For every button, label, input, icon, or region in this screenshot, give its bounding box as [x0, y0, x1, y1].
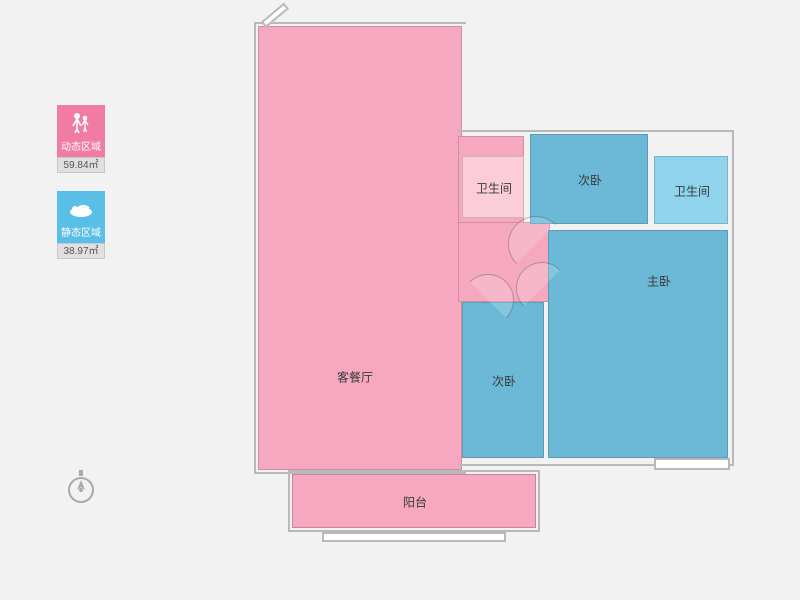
label-bath1: 卫生间	[476, 180, 512, 197]
legend-dynamic-title: 动态区域	[57, 139, 105, 157]
label-bed2-bot: 次卧	[492, 373, 516, 390]
sleep-icon	[57, 191, 105, 225]
legend-static: 静态区域 38.97㎡	[57, 191, 105, 259]
window	[654, 458, 730, 470]
legend-static-title: 静态区域	[57, 225, 105, 243]
room-living: 客餐厅	[258, 26, 462, 470]
room-balcony: 阳台	[292, 474, 536, 528]
room-bed2-top: 次卧	[530, 134, 648, 224]
room-master: 主卧	[548, 230, 728, 458]
room-bath2: 卫生间	[654, 156, 728, 224]
label-balcony: 阳台	[403, 494, 427, 511]
label-bed2-top: 次卧	[578, 172, 602, 189]
people-icon	[57, 105, 105, 139]
window	[322, 532, 506, 542]
label-master: 主卧	[647, 273, 671, 290]
room-bed2-bot: 次卧	[462, 302, 544, 458]
legend-dynamic: 动态区域 59.84㎡	[57, 105, 105, 173]
legend-dynamic-value: 59.84㎡	[57, 157, 105, 173]
legend-static-value: 38.97㎡	[57, 243, 105, 259]
compass-icon	[66, 470, 96, 504]
label-living: 客餐厅	[337, 369, 373, 386]
floorplan: 客餐厅 卫生间 次卧 卫生间 主卧 次卧 阳台	[258, 26, 748, 576]
legend: 动态区域 59.84㎡ 静态区域 38.97㎡	[57, 105, 107, 277]
label-bath2: 卫生间	[674, 183, 710, 200]
room-bath1: 卫生间	[462, 156, 524, 218]
window	[261, 3, 289, 28]
